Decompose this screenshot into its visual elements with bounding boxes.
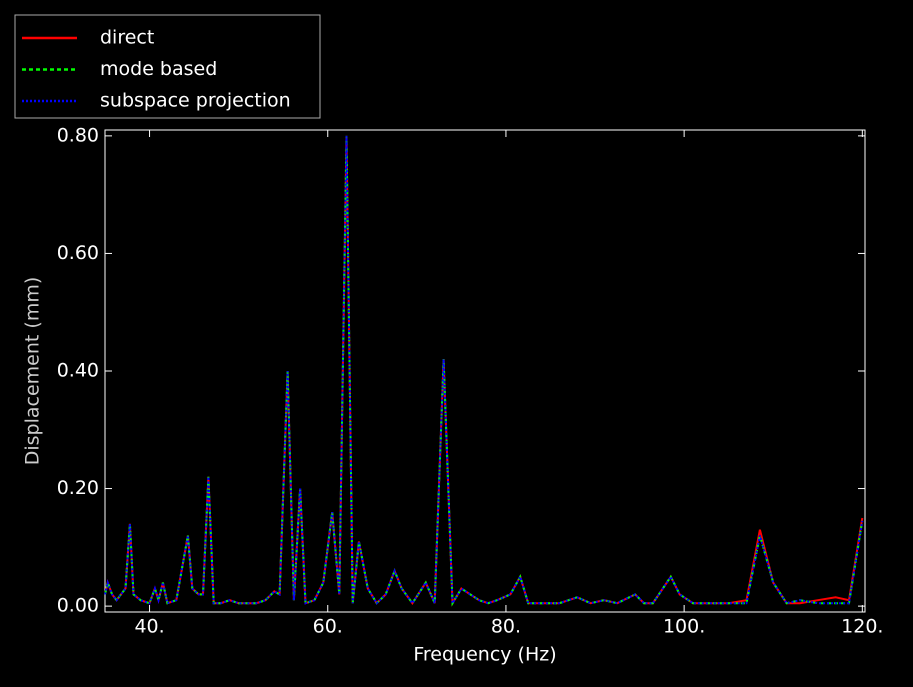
legend-label: direct [100,27,154,49]
y-tick-label: 0.00 [57,595,99,617]
legend-box [14,14,321,119]
legend-label: mode based [100,58,217,80]
y-axis-label: Displacement (mm) [22,277,44,466]
x-tick-label: 40. [134,616,164,638]
y-tick-label: 0.80 [57,124,99,146]
x-tick-label: 100. [663,616,705,638]
legend-label: subspace projection [100,90,291,112]
x-axis-label: Frequency (Hz) [413,644,556,666]
y-tick-label: 0.20 [57,477,99,499]
x-tick-label: 60. [313,616,343,638]
x-tick-label: 120. [841,616,883,638]
y-tick-label: 0.40 [57,360,99,382]
y-tick-label: 0.60 [57,242,99,264]
series-line [104,135,864,607]
x-tick-label: 80. [491,616,521,638]
